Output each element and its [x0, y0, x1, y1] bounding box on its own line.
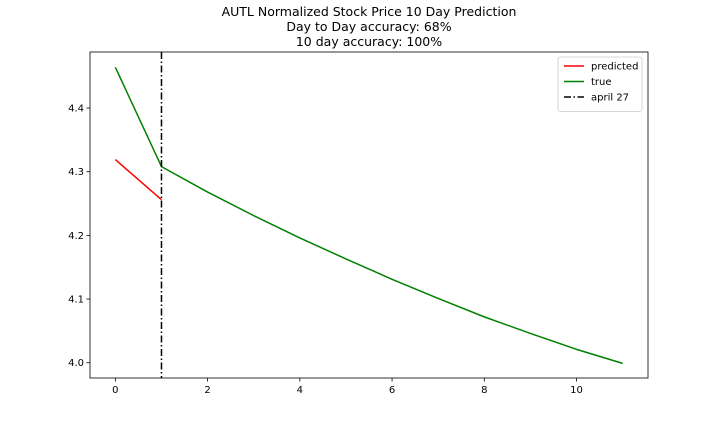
x-tick-label: 0: [112, 385, 118, 396]
x-tick-label: 8: [481, 385, 487, 396]
y-tick-label: 4.0: [68, 358, 84, 369]
x-tick-label: 4: [297, 385, 303, 396]
legend-label-true: true: [591, 77, 612, 88]
x-tick-label: 6: [389, 385, 395, 396]
x-tick-label: 10: [570, 385, 583, 396]
axes: 0 2 4 6 8 10 4.0 4.1 4.2 4.3 4.4: [68, 51, 649, 396]
chart-title-block: AUTL Normalized Stock Price 10 Day Predi…: [0, 4, 720, 49]
y-tick-label: 4.1: [68, 295, 84, 306]
series-line-true: [114, 66, 623, 365]
chart-subtitle-day-accuracy: Day to Day accuracy: 68%: [286, 19, 452, 34]
series-line-predicted: [114, 159, 162, 201]
y-tick-label: 4.2: [68, 231, 84, 242]
plot-area: [114, 52, 623, 378]
legend: predicted true april 27: [557, 56, 643, 112]
legend-label-predicted: predicted: [591, 62, 638, 73]
chart-subtitle-ten-day-accuracy: 10 day accuracy: 100%: [295, 34, 443, 49]
chart-title: AUTL Normalized Stock Price 10 Day Predi…: [221, 4, 517, 19]
axes-frame: [89, 51, 649, 379]
y-tick-label: 4.4: [68, 104, 84, 115]
legend-label-april-27: april 27: [591, 93, 629, 104]
y-tick-label: 4.3: [68, 167, 84, 178]
legend-box: [557, 56, 643, 112]
x-tick-label: 2: [204, 385, 210, 396]
